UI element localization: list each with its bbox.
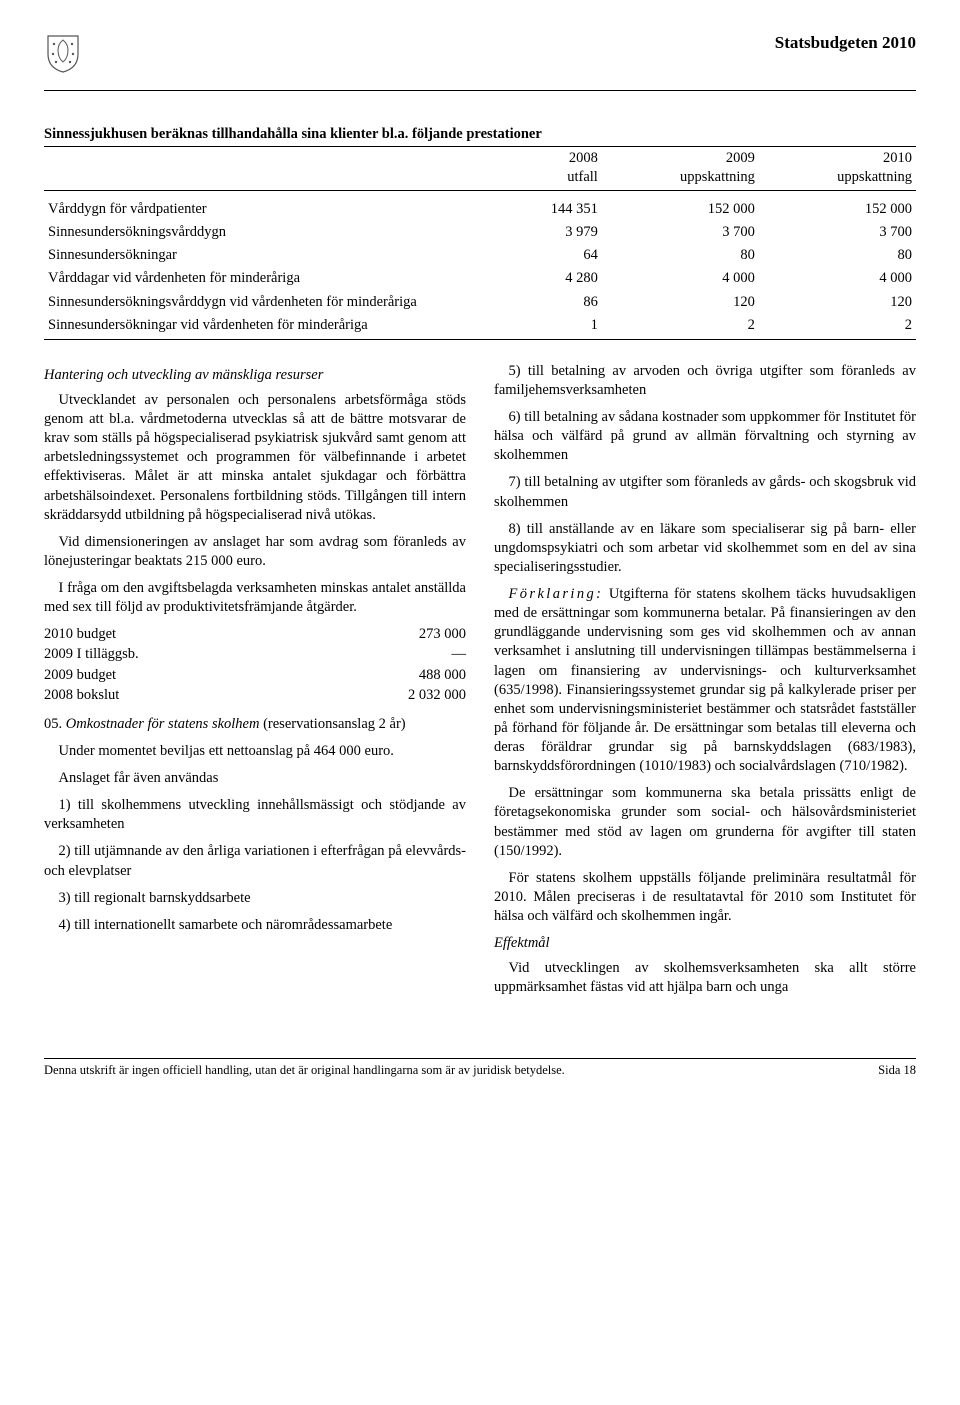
forklaring-paragraph: Förklaring: Utgifterna för statens skolh… bbox=[494, 585, 916, 776]
prestations-table-block: Sinnessjukhusen beräknas tillhandahålla … bbox=[44, 125, 916, 340]
forklaring-label: Förklaring: bbox=[509, 586, 604, 602]
list-item: 2) till utjämnande av den årliga variati… bbox=[44, 842, 466, 880]
table-row: Sinnesundersökningsvårddygn vid vårdenhe… bbox=[44, 291, 916, 314]
list-item: 4) till internationellt samarbete och nä… bbox=[44, 916, 466, 935]
body-text: Anslaget får även användas bbox=[44, 769, 466, 788]
moment-heading: 05. Omkostnader för statens skolhem (res… bbox=[44, 715, 466, 734]
body-text: Vid utvecklingen av skolhemsverksamheten… bbox=[494, 959, 916, 997]
table-row: Sinnesundersökningsvårddygn3 9793 7003 7… bbox=[44, 221, 916, 244]
body-text: De ersättningar som kommunerna ska betal… bbox=[494, 784, 916, 861]
moment-title: Omkostnader för statens skolhem bbox=[66, 716, 260, 732]
page-number: Sida 18 bbox=[878, 1062, 916, 1079]
subhead-effektmal: Effektmål bbox=[494, 934, 916, 953]
body-text: För statens skolhem uppställs följande p… bbox=[494, 869, 916, 926]
prestations-table: 2008utfall 2009uppskattning 2010uppskatt… bbox=[44, 146, 916, 340]
list-item: 1) till skolhemmens utveckling innehålls… bbox=[44, 796, 466, 834]
body-text: I fråga om den avgiftsbelagda verksamhet… bbox=[44, 579, 466, 617]
table-title: Sinnessjukhusen beräknas tillhandahålla … bbox=[44, 125, 916, 144]
body-text: Vid dimensioneringen av anslaget har som… bbox=[44, 533, 466, 571]
table-row: Sinnesundersökningar vid vårdenheten för… bbox=[44, 314, 916, 340]
budget-block: 2010 budget273 000 2009 I tilläggsb.— 20… bbox=[44, 625, 466, 705]
list-item: 5) till betalning av arvoden och övriga … bbox=[494, 362, 916, 400]
doc-title: Statsbudgeten 2010 bbox=[775, 32, 916, 54]
left-column: Hantering och utveckling av mänskliga re… bbox=[44, 362, 466, 1006]
table-row: Vårddygn för vårdpatienter144 351152 000… bbox=[44, 198, 916, 221]
list-item: 6) till betalning av sådana kostnader so… bbox=[494, 408, 916, 465]
coat-of-arms-icon bbox=[44, 32, 82, 80]
footer-disclaimer: Denna utskrift är ingen officiell handli… bbox=[44, 1062, 565, 1079]
moment-number: 05. bbox=[44, 716, 62, 732]
table-row: Sinnesundersökningar648080 bbox=[44, 244, 916, 267]
moment-suffix: (reservationsanslag 2 år) bbox=[259, 716, 405, 732]
subhead-hantering: Hantering och utveckling av mänskliga re… bbox=[44, 366, 466, 385]
list-item: 8) till anställande av en läkare som spe… bbox=[494, 520, 916, 577]
budget-line: 2010 budget273 000 bbox=[44, 625, 466, 644]
right-column: 5) till betalning av arvoden och övriga … bbox=[494, 362, 916, 1006]
body-text: Under momentet beviljas ett nettoanslag … bbox=[44, 742, 466, 761]
budget-line: 2009 I tilläggsb.— bbox=[44, 645, 466, 664]
budget-line: 2009 budget488 000 bbox=[44, 666, 466, 685]
list-item: 3) till regionalt barnskyddsarbete bbox=[44, 889, 466, 908]
budget-line: 2008 bokslut2 032 000 bbox=[44, 686, 466, 705]
col-2009: 2009uppskattning bbox=[602, 147, 759, 190]
page-footer: Denna utskrift är ingen officiell handli… bbox=[44, 1058, 916, 1079]
col-2010: 2010uppskattning bbox=[759, 147, 916, 190]
body-text: Utvecklandet av personalen och personale… bbox=[44, 391, 466, 525]
col-2008: 2008utfall bbox=[497, 147, 601, 190]
list-item: 7) till betalning av utgifter som föranl… bbox=[494, 473, 916, 511]
table-row: Vårddagar vid vårdenheten för minderårig… bbox=[44, 267, 916, 290]
body-columns: Hantering och utveckling av mänskliga re… bbox=[44, 362, 916, 1006]
page-header: Statsbudgeten 2010 bbox=[44, 32, 916, 91]
body-text: Utgifterna för statens skolhem täcks huv… bbox=[494, 586, 916, 774]
